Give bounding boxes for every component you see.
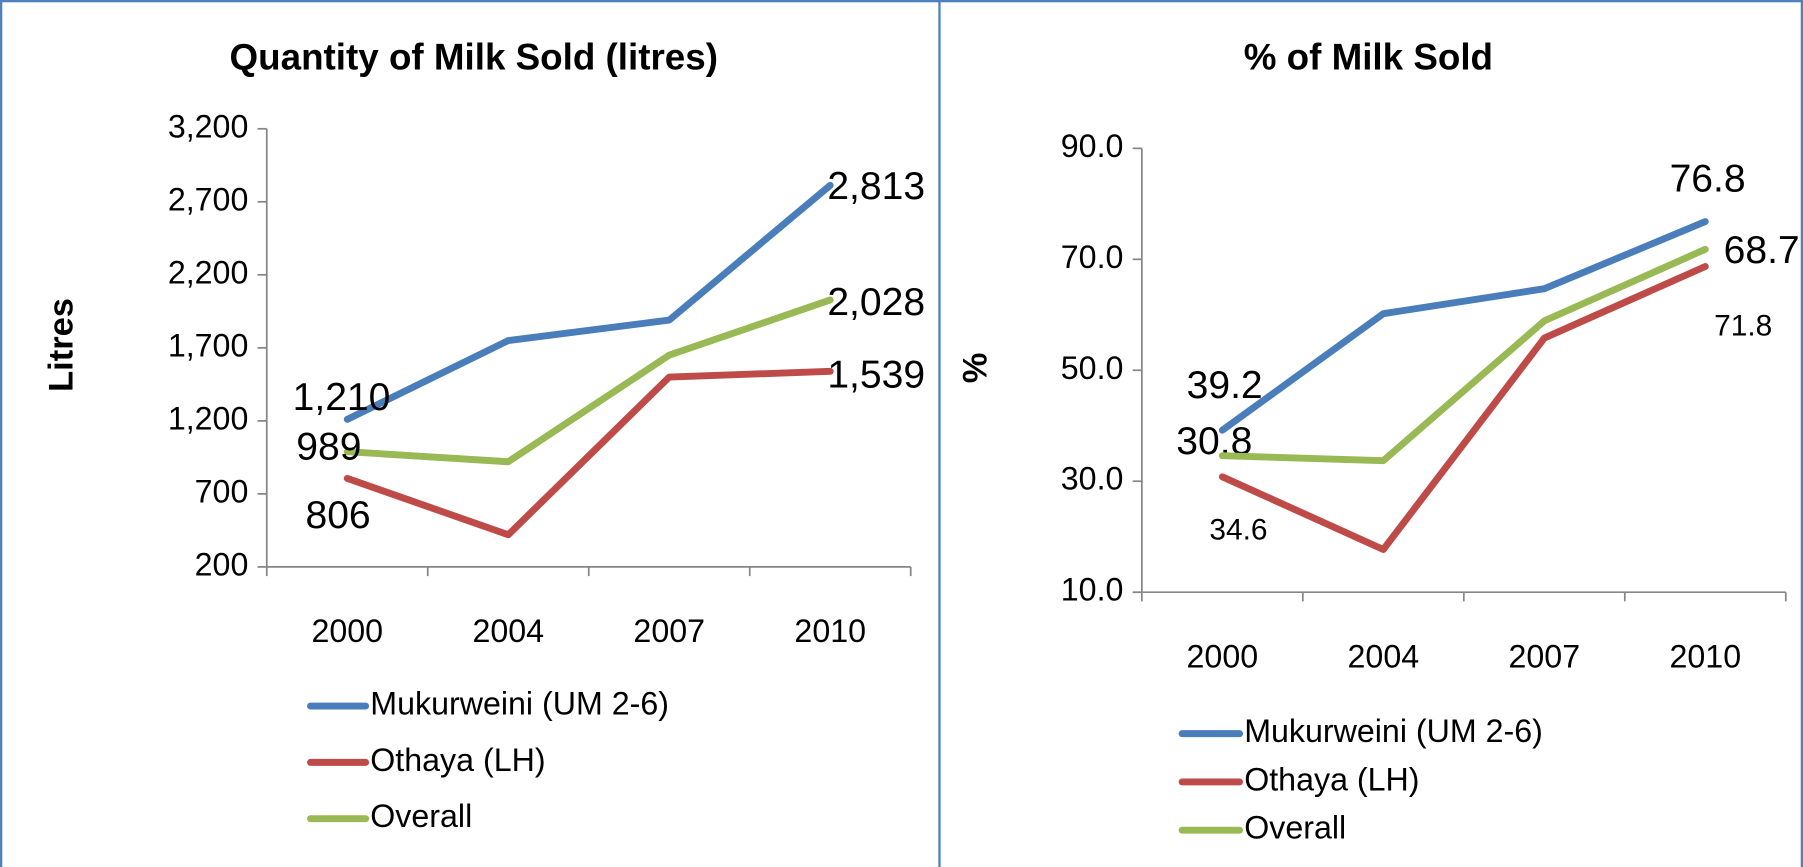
x-tick-label: 2000	[1187, 638, 1259, 674]
data-label: 71.8	[1714, 309, 1772, 342]
y-axis-label: %	[957, 353, 995, 384]
x-tick-label: 2004	[472, 613, 544, 649]
data-label: 39.2	[1187, 364, 1263, 407]
data-label: 1,539	[827, 353, 925, 396]
x-tick-label: 2007	[633, 613, 705, 649]
data-label: 1,210	[293, 376, 391, 419]
legend-label: Mukurweini (UM 2-6)	[370, 686, 669, 722]
data-label: 68.7	[1724, 229, 1800, 272]
x-tick-label: 2000	[311, 613, 383, 649]
x-tick-label: 2010	[1669, 638, 1741, 674]
data-label: 34.6	[1209, 513, 1267, 546]
series-line	[343, 367, 834, 539]
y-tick-label: 2,200	[168, 254, 249, 290]
y-tick-label: 90.0	[1061, 128, 1124, 164]
y-tick-label: 1,700	[168, 327, 249, 363]
series-line	[343, 296, 834, 466]
y-tick-label: 70.0	[1061, 239, 1124, 275]
y-tick-label: 700	[195, 473, 249, 509]
chart-title: % of Milk Sold	[1244, 37, 1493, 78]
legend-label: Overall	[1244, 810, 1346, 846]
data-label: 806	[305, 494, 370, 537]
x-tick-label: 2007	[1509, 638, 1581, 674]
legend-label: Othaya (LH)	[1244, 761, 1419, 797]
y-tick-label: 3,200	[168, 108, 249, 144]
y-tick-label: 1,200	[168, 400, 249, 436]
legend-label: Othaya (LH)	[370, 742, 545, 778]
y-tick-label: 200	[195, 546, 249, 582]
y-tick-label: 30.0	[1061, 461, 1124, 497]
y-tick-label: 10.0	[1061, 572, 1124, 608]
y-tick-label: 50.0	[1061, 350, 1124, 386]
y-tick-label: 2,700	[168, 181, 249, 217]
x-tick-label: 2004	[1348, 638, 1420, 674]
legend-label: Mukurweini (UM 2-6)	[1244, 713, 1543, 749]
series-line	[1218, 263, 1709, 553]
data-label: 2,813	[827, 165, 925, 208]
series-line	[1218, 218, 1709, 434]
legend-label: Overall	[370, 798, 472, 834]
data-label: 76.8	[1670, 158, 1746, 201]
series-line	[343, 181, 834, 423]
series-line	[1218, 245, 1709, 465]
y-axis-label: Litres	[42, 298, 80, 392]
data-label: 989	[296, 426, 361, 469]
data-label: 2,028	[827, 281, 925, 324]
x-tick-label: 2010	[794, 613, 866, 649]
chart-title: Quantity of Milk Sold (litres)	[230, 37, 718, 78]
